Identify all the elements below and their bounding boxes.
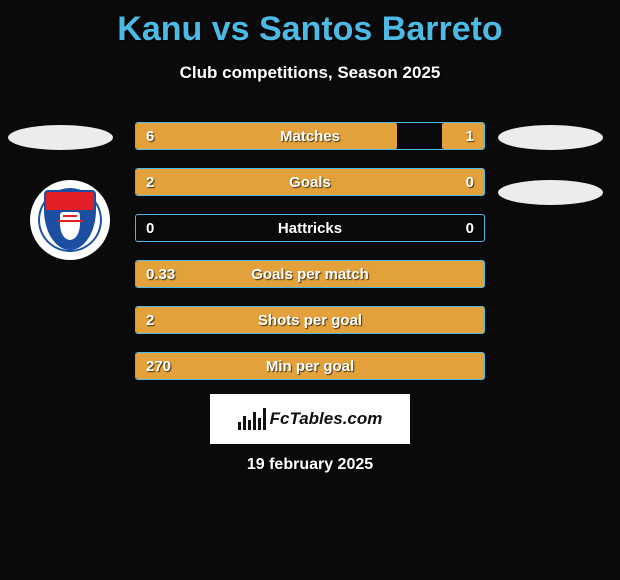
placeholder-ellipse (8, 125, 113, 150)
stat-label: Min per goal (266, 358, 354, 375)
stat-value-right: 1 (466, 128, 474, 145)
stats-compare-panel: 6 Matches 1 2 Goals 0 0 Hattricks 0 0.33 Goals per… (135, 122, 485, 398)
brand-bars-icon (238, 408, 266, 430)
placeholder-ellipse (498, 180, 603, 205)
stat-row: 270 Min per goal (135, 352, 485, 380)
stat-label: Shots per goal (258, 312, 362, 329)
stat-value-right: 0 (466, 220, 474, 237)
snapshot-date: 19 february 2025 (247, 456, 373, 474)
stat-row: 2 Shots per goal (135, 306, 485, 334)
stat-value-right: 0 (466, 174, 474, 191)
stat-value-left: 0.33 (146, 266, 175, 283)
club-badge-left (30, 180, 110, 260)
stat-row: 2 Goals 0 (135, 168, 485, 196)
stat-row: 0 Hattricks 0 (135, 214, 485, 242)
stat-value-left: 2 (146, 312, 154, 329)
stat-label: Matches (280, 128, 340, 145)
stat-label: Hattricks (278, 220, 342, 237)
stat-label: Goals (289, 174, 331, 191)
brand-text: FcTables.com (270, 409, 383, 429)
stat-row: 0.33 Goals per match (135, 260, 485, 288)
stat-label: Goals per match (251, 266, 369, 283)
stat-fill-left (136, 123, 397, 149)
stat-value-left: 0 (146, 220, 154, 237)
stat-value-left: 6 (146, 128, 154, 145)
stat-value-left: 2 (146, 174, 154, 191)
stat-value-left: 270 (146, 358, 171, 375)
placeholder-ellipse (498, 125, 603, 150)
comparison-title: Kanu vs Santos Barreto (0, 0, 620, 49)
comparison-subtitle: Club competitions, Season 2025 (0, 63, 620, 83)
brand-box[interactable]: FcTables.com (210, 394, 410, 444)
stat-row: 6 Matches 1 (135, 122, 485, 150)
stat-fill-right (442, 123, 484, 149)
